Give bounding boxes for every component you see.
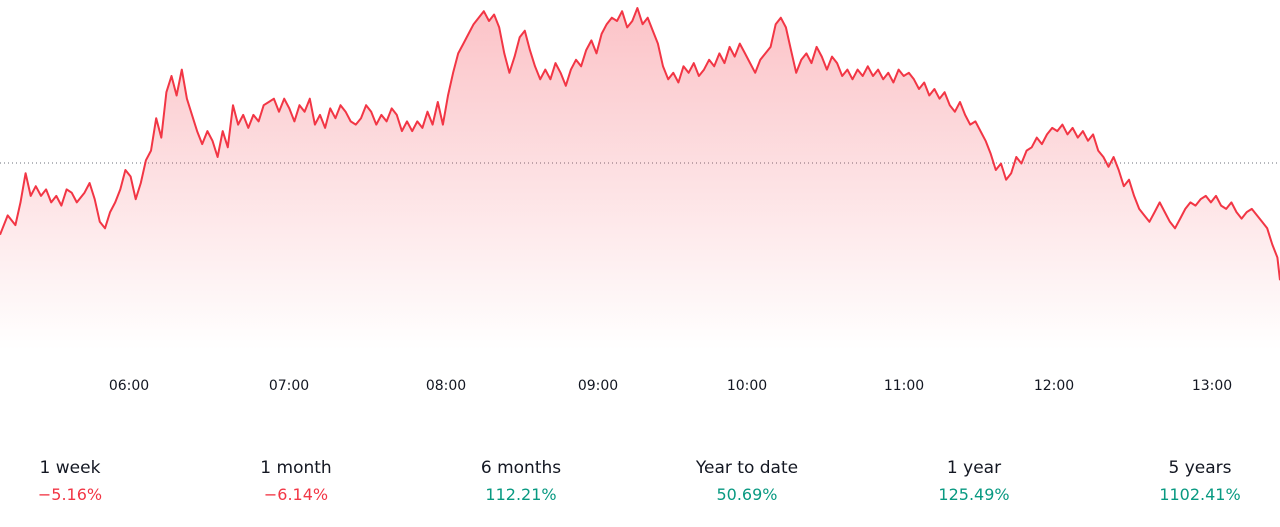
stat-label: 1 month	[260, 458, 332, 478]
x-tick-label: 08:00	[426, 378, 466, 394]
stat-value: 50.69%	[716, 485, 778, 504]
stat-value: −5.16%	[37, 485, 103, 504]
performance-stats: 1 week −5.16% 1 month −6.14% 6 months 11…	[0, 456, 1280, 516]
x-tick-label: 13:00	[1192, 378, 1232, 394]
x-tick-label: 11:00	[884, 378, 924, 394]
price-area-fill	[0, 8, 1280, 350]
stat-1-month[interactable]: 1 month −6.14%	[206, 456, 386, 508]
x-tick-label: 12:00	[1034, 378, 1074, 394]
stat-value: 112.21%	[485, 485, 557, 504]
x-tick-label: 06:00	[109, 378, 149, 394]
x-axis-ticks: 06:00 07:00 08:00 09:00 10:00 11:00 12:00 13:00	[109, 378, 1232, 394]
stat-year-to-date[interactable]: Year to date 50.69%	[657, 456, 837, 508]
stat-1-year[interactable]: 1 year 125.49%	[884, 456, 1064, 508]
price-area-chart[interactable]: 06:00 07:00 08:00 09:00 10:00 11:00 12:00 13:00	[0, 0, 1280, 410]
stat-label: 1 week	[39, 458, 101, 478]
stat-6-months[interactable]: 6 months 112.21%	[431, 456, 611, 508]
price-line[interactable]	[0, 7, 1280, 281]
stat-label: 5 years	[1168, 458, 1232, 478]
stat-label: 6 months	[480, 458, 562, 478]
stat-label: Year to date	[695, 458, 799, 478]
x-tick-label: 10:00	[727, 378, 767, 394]
x-tick-label: 07:00	[269, 378, 309, 394]
stat-value: 1102.41%	[1159, 485, 1241, 504]
stat-value: −6.14%	[263, 485, 329, 504]
stat-1-week[interactable]: 1 week −5.16%	[0, 456, 160, 508]
stat-label: 1 year	[946, 458, 1002, 478]
stat-5-years[interactable]: 5 years 1102.41%	[1110, 456, 1280, 508]
x-tick-label: 09:00	[578, 378, 618, 394]
stat-value: 125.49%	[938, 485, 1010, 504]
